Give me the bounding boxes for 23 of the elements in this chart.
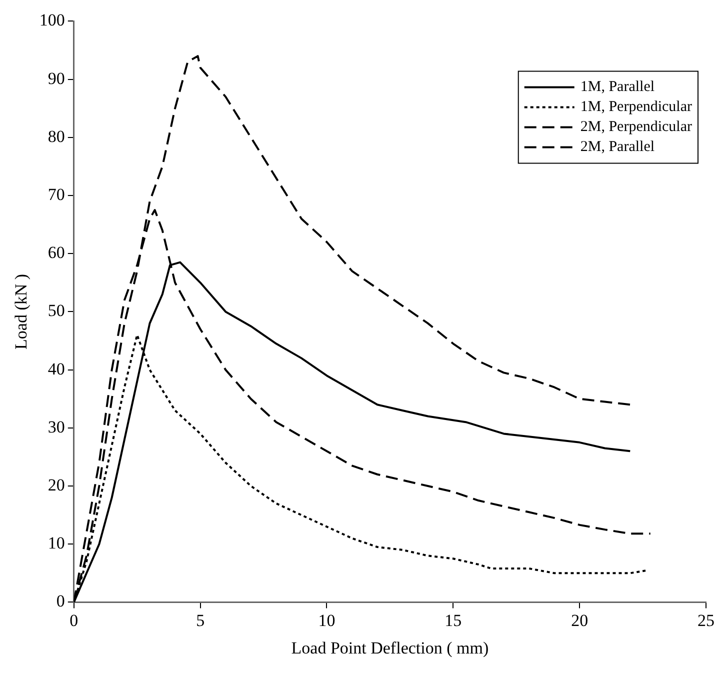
legend-label: 2M, Parallel [580,139,655,156]
x-axis-title: Load Point Deflection ( mm) [291,638,489,658]
y-tick-label: 90 [48,68,65,88]
y-tick-label: 60 [48,243,65,262]
y-tick-label: 50 [48,301,65,320]
legend-label: 1M, Perpendicular [580,99,692,116]
y-tick-label: 0 [56,592,65,611]
legend-label: 2M, Perpendicular [580,119,692,136]
x-tick-label: 20 [571,610,588,630]
y-tick-label: 80 [48,126,65,146]
y-axis-title: Load (kN ) [12,274,31,350]
x-tick-label: 15 [444,610,462,630]
y-tick-label: 30 [48,417,65,436]
legend-label: 1M, Parallel [580,79,655,96]
y-tick-label: 70 [48,184,65,204]
x-tick-label: 10 [318,610,336,630]
x-tick-label: 5 [196,610,205,630]
y-tick-label: 10 [48,534,65,553]
x-tick-label: 25 [698,610,714,630]
y-tick-label: 40 [48,359,65,378]
y-tick-label: 20 [48,475,65,494]
x-tick-label: 0 [70,610,78,630]
y-tick-label: 100 [39,10,65,30]
